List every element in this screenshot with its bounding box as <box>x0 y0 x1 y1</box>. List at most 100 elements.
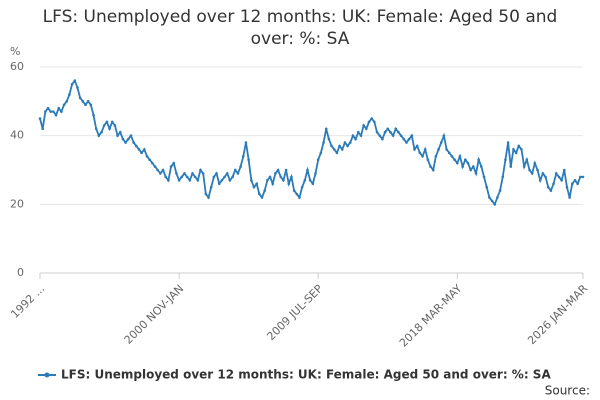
data-point <box>308 179 312 182</box>
data-point <box>151 161 154 165</box>
data-point <box>544 175 547 179</box>
data-point <box>260 196 264 199</box>
series-line <box>39 78 583 207</box>
data-point <box>314 172 317 175</box>
data-point <box>233 168 237 172</box>
data-point <box>581 175 585 179</box>
data-point <box>100 130 103 134</box>
data-point <box>402 137 406 141</box>
data-point <box>153 165 157 168</box>
data-point <box>458 154 462 158</box>
data-point <box>266 179 269 182</box>
data-point <box>204 192 208 196</box>
data-point <box>429 165 432 168</box>
data-point <box>554 172 558 175</box>
x-tick-label: 2000 NOV-JAN <box>122 282 187 347</box>
data-point <box>474 172 478 175</box>
data-point <box>255 182 258 186</box>
data-point <box>177 179 181 182</box>
data-point <box>84 103 87 107</box>
y-tick-label: 0 <box>17 266 24 279</box>
data-point <box>143 148 146 151</box>
data-point <box>94 127 98 131</box>
data-point <box>464 158 467 161</box>
data-point <box>102 124 106 127</box>
data-point <box>386 127 390 131</box>
data-point <box>431 168 435 172</box>
data-point <box>137 148 141 151</box>
data-point <box>148 158 151 161</box>
data-point <box>552 182 555 186</box>
data-point <box>199 168 202 172</box>
data-point <box>375 130 379 134</box>
data-point <box>335 151 339 155</box>
data-point <box>536 168 539 172</box>
data-point <box>105 120 109 124</box>
x-tick-label: 2018 MAR-MAY <box>397 282 465 350</box>
data-point <box>225 172 229 175</box>
data-point <box>258 192 261 196</box>
data-point <box>46 106 50 110</box>
data-point <box>65 100 69 103</box>
data-point <box>437 148 440 151</box>
data-point <box>381 137 384 141</box>
data-point <box>391 134 395 137</box>
data-point <box>41 127 44 131</box>
data-point <box>306 168 309 172</box>
data-point <box>348 141 352 144</box>
data-point <box>201 172 205 175</box>
data-point <box>57 106 61 110</box>
data-point <box>340 148 344 151</box>
data-point <box>279 175 283 179</box>
data-point <box>378 134 382 137</box>
data-point <box>239 165 242 168</box>
data-point <box>439 141 443 144</box>
data-point <box>118 130 122 134</box>
data-point <box>477 158 480 161</box>
data-point <box>482 175 486 179</box>
data-point <box>196 179 200 182</box>
data-point <box>295 192 299 196</box>
data-point <box>185 175 189 179</box>
data-point <box>287 182 291 186</box>
data-point <box>271 182 275 186</box>
data-point <box>405 141 408 144</box>
data-point <box>568 196 571 199</box>
data-point <box>461 165 464 168</box>
data-point <box>426 158 430 161</box>
data-point <box>76 86 79 89</box>
data-point <box>223 175 226 179</box>
data-point <box>86 100 90 103</box>
data-point <box>129 134 133 137</box>
data-point <box>455 161 459 165</box>
data-point <box>512 148 515 151</box>
data-point <box>298 196 301 199</box>
data-point <box>359 134 363 137</box>
data-point <box>207 196 210 199</box>
data-point <box>44 110 47 113</box>
data-point <box>450 154 454 158</box>
data-point <box>231 175 234 179</box>
data-point <box>541 172 545 175</box>
data-point <box>68 93 71 96</box>
data-point <box>73 79 77 83</box>
data-point <box>140 151 143 155</box>
data-point <box>132 141 135 144</box>
data-point <box>549 189 553 192</box>
data-point <box>517 144 521 148</box>
data-point <box>327 137 331 141</box>
data-point <box>413 148 416 151</box>
data-point <box>292 189 296 192</box>
data-point <box>506 141 510 144</box>
data-point <box>421 154 424 158</box>
data-point <box>145 154 149 158</box>
data-point <box>276 168 280 172</box>
data-point <box>212 175 216 179</box>
data-point <box>172 161 176 165</box>
data-point <box>573 179 577 182</box>
data-point <box>565 185 569 189</box>
data-point <box>110 120 114 124</box>
data-point <box>209 185 213 189</box>
data-point <box>576 182 579 186</box>
